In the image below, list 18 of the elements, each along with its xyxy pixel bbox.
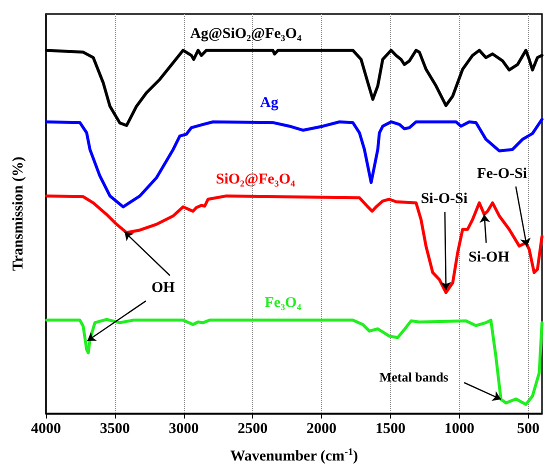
x-tick-label: 3000 — [168, 421, 199, 437]
x-tick-label: 3500 — [100, 421, 130, 437]
annotation: OH — [151, 280, 176, 296]
series-label: SiO₂@Fe₃O₄ — [216, 172, 296, 188]
annotation: Fe-O-Si — [477, 166, 528, 182]
series-label: Ag — [260, 94, 279, 111]
series-label: Fe₃O₄ — [264, 295, 302, 312]
x-tick-label: 1500 — [375, 421, 406, 437]
x-tick-label: 4000 — [31, 421, 61, 437]
annotation: Si-OH — [468, 249, 510, 266]
annotation: Si-O-Si — [420, 191, 468, 208]
x-tick-label: 2000 — [306, 421, 337, 437]
x-tick-label: 500 — [516, 421, 540, 437]
series-label: Ag@SiO₂@Fe₃O₄ — [190, 26, 302, 42]
x-tick-label: 2500 — [238, 421, 268, 437]
annotation: Metal bands — [379, 370, 448, 385]
y-axis-title: Transmission (%) — [10, 156, 26, 271]
x-tick-label: 1000 — [444, 421, 474, 437]
